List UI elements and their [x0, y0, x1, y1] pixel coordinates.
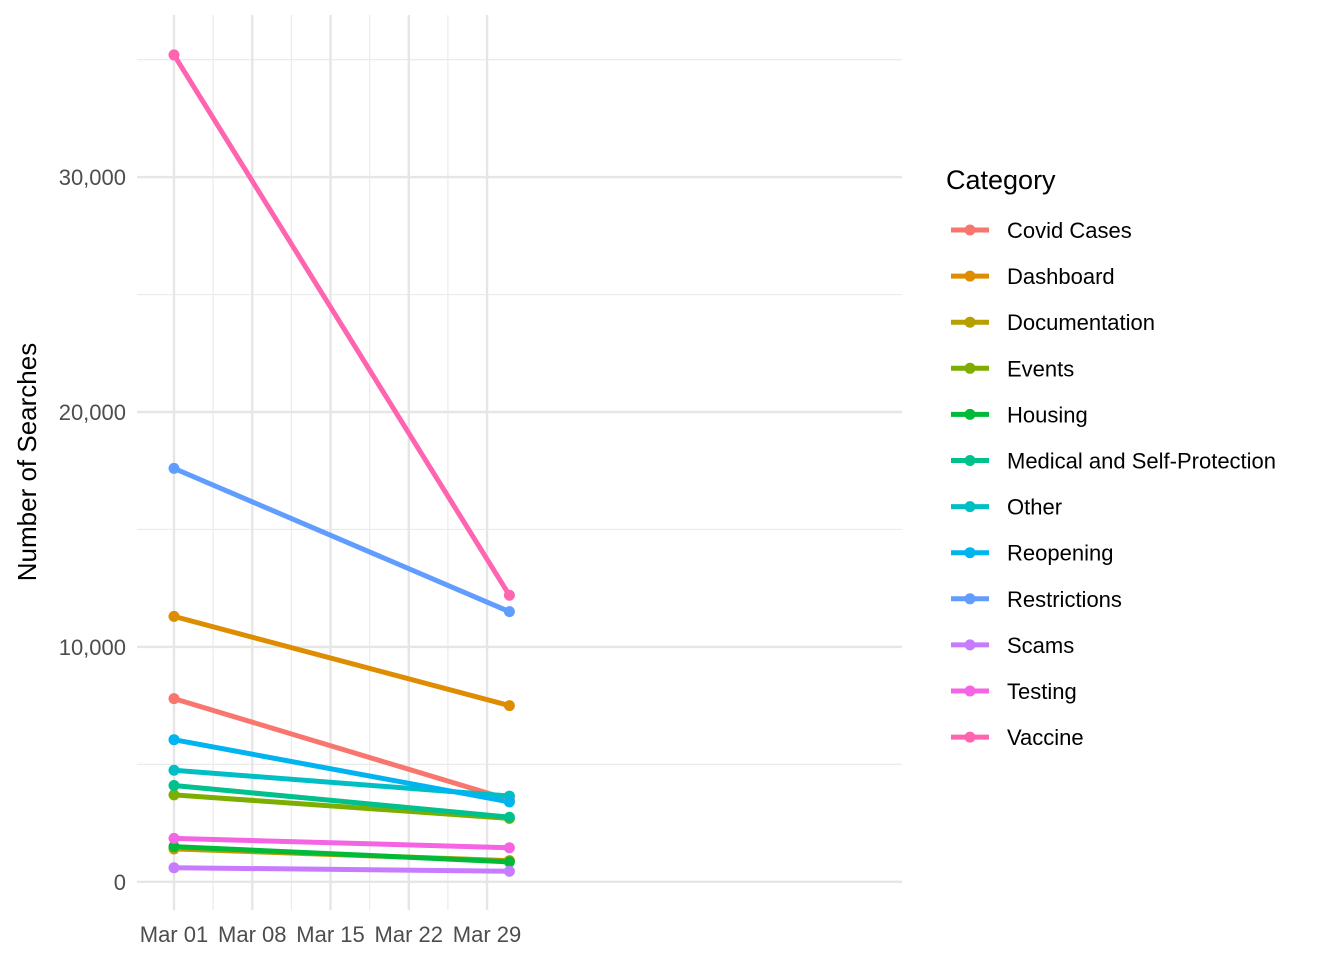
legend-label-dashboard: Dashboard	[1007, 264, 1115, 289]
series-line-covid-cases	[173, 696, 511, 802]
legend-key-point-other	[964, 501, 976, 513]
data-point-reopening	[168, 734, 180, 746]
legend-label-testing: Testing	[1007, 679, 1077, 704]
data-point-dashboard	[503, 700, 515, 712]
data-point-vaccine	[503, 589, 515, 601]
legend-title: Category	[946, 165, 1056, 195]
y-axis: 0 10,000 20,000 30,000	[59, 165, 126, 895]
legend-key-point-housing	[964, 408, 976, 420]
legend-label-restrictions: Restrictions	[1007, 587, 1122, 612]
data-point-reopening	[503, 796, 515, 808]
legend-key-point-scams	[964, 639, 976, 651]
data-point-housing	[503, 856, 515, 868]
y-tick-label: 0	[114, 870, 126, 895]
series-line-vaccine	[171, 53, 512, 597]
x-tick-label: Mar 15	[296, 922, 364, 947]
x-tick-label: Mar 01	[140, 922, 208, 947]
x-axis: Mar 01 Mar 08 Mar 15 Mar 22 Mar 29	[140, 922, 522, 947]
series-line-scams	[173, 865, 510, 874]
series-line-housing	[173, 844, 510, 865]
legend-label-documentation: Documentation	[1007, 310, 1155, 335]
x-tick-label: Mar 22	[375, 922, 443, 947]
series-line-testing	[173, 835, 510, 851]
x-tick-label: Mar 08	[218, 922, 286, 947]
data-point-other	[168, 764, 180, 776]
legend-label-scams: Scams	[1007, 633, 1074, 658]
grid	[137, 15, 902, 910]
data-point-medical-and-self-protection	[503, 811, 515, 823]
series-line-restrictions	[173, 466, 511, 614]
data-point-scams	[503, 865, 515, 877]
data-point-scams	[168, 862, 180, 874]
data-point-vaccine	[168, 49, 180, 61]
legend-key-point-documentation	[964, 316, 976, 328]
data-point-restrictions	[503, 606, 515, 618]
legend-key-point-dashboard	[964, 270, 976, 282]
legend-label-events: Events	[1007, 356, 1074, 381]
data-point-housing	[168, 841, 180, 853]
legend-label-reopening: Reopening	[1007, 541, 1113, 566]
legend-label-housing: Housing	[1007, 402, 1088, 427]
series-line-medical-and-self-protection	[173, 783, 510, 820]
legend-key-point-testing	[964, 685, 976, 697]
legend-label-other: Other	[1007, 495, 1062, 520]
legend-label-medical-and-self-protection: Medical and Self-Protection	[1007, 449, 1276, 474]
data-point-testing	[503, 842, 515, 854]
data-point-restrictions	[168, 462, 180, 474]
series-line-events	[173, 792, 510, 821]
series-line-dashboard	[173, 613, 511, 709]
data-point-covid-cases	[168, 693, 180, 705]
y-axis-title: Number of Searches	[12, 343, 42, 581]
data-point-dashboard	[168, 610, 180, 622]
y-tick-label: 30,000	[59, 165, 126, 190]
legend-key-point-restrictions	[964, 593, 976, 605]
y-tick-label: 10,000	[59, 635, 126, 660]
series-line-reopening	[173, 737, 510, 805]
legend-key-point-medical-and-self-protection	[964, 455, 976, 466]
series-points	[168, 49, 515, 877]
legend-label-vaccine: Vaccine	[1007, 725, 1084, 750]
legend-key-point-covid-cases	[964, 224, 976, 236]
series-lines	[171, 53, 512, 874]
legend-key-point-events	[964, 362, 976, 374]
y-tick-label: 20,000	[59, 400, 126, 425]
x-tick-label: Mar 29	[453, 922, 521, 947]
legend: Covid Cases Dashboard Documentation Events H…	[951, 218, 1276, 750]
data-point-events	[168, 789, 180, 801]
data-point-testing	[168, 832, 180, 844]
legend-key-point-vaccine	[964, 731, 976, 743]
data-point-medical-and-self-protection	[168, 779, 180, 791]
legend-key-point-reopening	[964, 547, 976, 559]
legend-label-covid-cases: Covid Cases	[1007, 218, 1132, 243]
